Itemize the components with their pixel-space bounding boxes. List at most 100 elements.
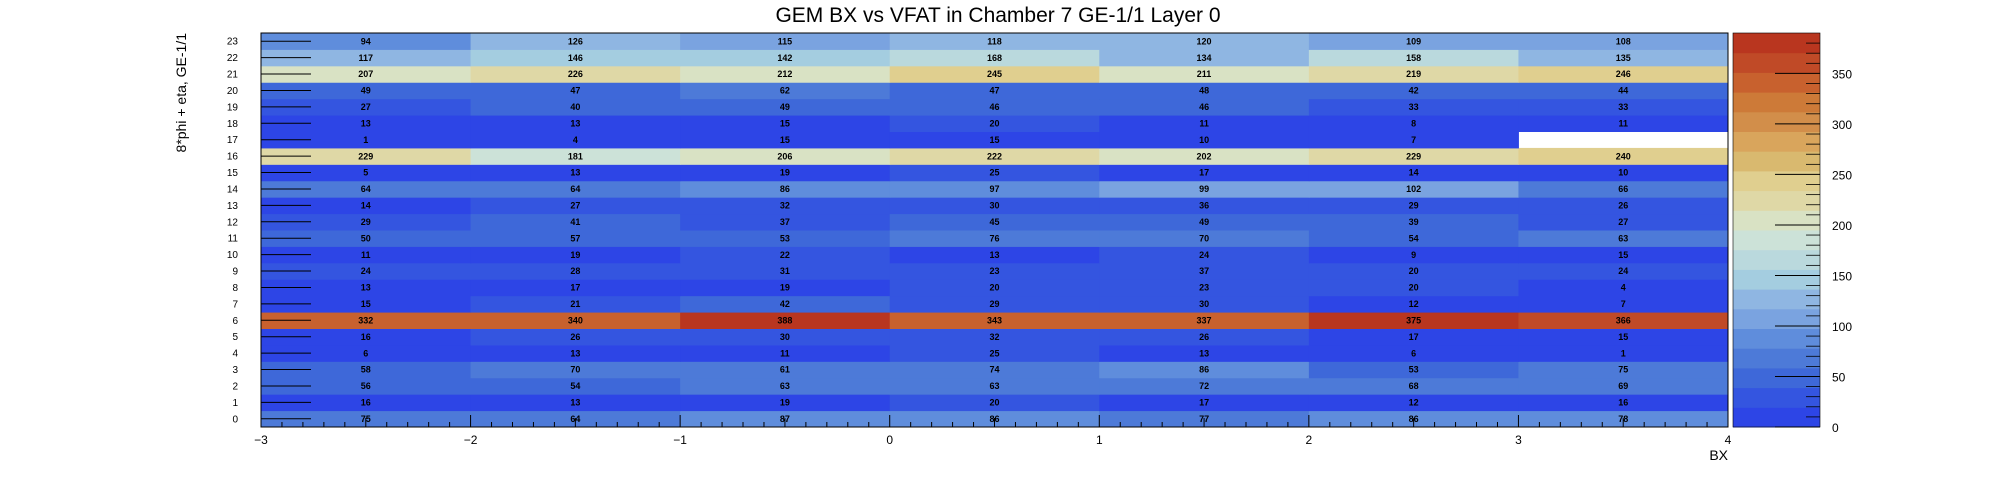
heatmap-cell xyxy=(261,49,472,67)
cell-value-label: 94 xyxy=(361,36,371,46)
heatmap-cell xyxy=(1099,361,1310,379)
heatmap-cell xyxy=(1099,394,1310,412)
heatmap-cell xyxy=(470,147,681,165)
cell-value-label: 1 xyxy=(363,135,368,145)
cell-value-label: 33 xyxy=(1409,102,1419,112)
heatmap-cell xyxy=(1308,361,1519,379)
cell-value-label: 69 xyxy=(1618,381,1628,391)
heatmap-cell xyxy=(1099,147,1310,165)
heatmap-cell xyxy=(889,246,1100,264)
heatmap-cell xyxy=(889,312,1100,329)
heatmap-cell xyxy=(1308,377,1519,395)
heatmap-cell xyxy=(1518,180,1729,198)
cell-value-label: 99 xyxy=(1199,184,1209,194)
y-tick-label: 8 xyxy=(232,283,238,294)
heatmap-cell xyxy=(470,377,681,395)
cell-value-label: 29 xyxy=(361,217,371,227)
y-tick-label: 9 xyxy=(232,267,238,278)
heatmap-cell xyxy=(1518,33,1729,50)
x-tick-label: −1 xyxy=(673,433,687,447)
heatmap-cell xyxy=(889,295,1100,313)
colorbar-segment xyxy=(1733,170,1820,192)
cell-value-label: 15 xyxy=(1618,332,1628,342)
y-tick-label: 15 xyxy=(227,168,239,179)
cell-value-label: 64 xyxy=(361,184,371,194)
colorbar-segment xyxy=(1733,348,1820,369)
cell-value-label: 13 xyxy=(570,118,580,128)
cell-value-label: 146 xyxy=(568,53,583,63)
heatmap-cell xyxy=(261,328,472,346)
cell-value-label: 37 xyxy=(780,217,790,227)
heatmap-cell xyxy=(470,246,681,264)
heatmap-cell xyxy=(261,197,472,215)
cell-value-label: 30 xyxy=(989,201,999,211)
cell-value-label: 5 xyxy=(363,168,368,178)
cell-value-label: 6 xyxy=(363,348,368,358)
cell-value-label: 26 xyxy=(1199,332,1209,342)
colorbar-segment xyxy=(1733,249,1820,270)
cell-value-label: 46 xyxy=(1199,102,1209,112)
heatmap-cell xyxy=(1518,98,1729,116)
cell-value-label: 226 xyxy=(568,69,583,79)
heatmap-cell xyxy=(680,394,891,412)
heatmap-cell xyxy=(1099,115,1310,132)
cell-value-label: 20 xyxy=(989,283,999,293)
cell-value-label: 229 xyxy=(358,151,373,161)
cell-value-label: 26 xyxy=(1618,201,1628,211)
x-tick-label: 3 xyxy=(1515,433,1522,447)
y-tick-label: 16 xyxy=(227,152,239,163)
cell-value-label: 47 xyxy=(570,86,580,96)
cell-value-label: 33 xyxy=(1618,102,1628,112)
heatmap-cell xyxy=(680,262,891,280)
colorbar-tick-label: 50 xyxy=(1832,370,1846,384)
cell-value-label: 20 xyxy=(989,398,999,408)
cell-value-label: 46 xyxy=(989,102,999,112)
cell-value-label: 14 xyxy=(1409,168,1419,178)
heatmap-cell xyxy=(261,98,472,116)
x-tick-label: −2 xyxy=(464,433,478,447)
cell-value-label: 219 xyxy=(1406,69,1421,79)
heatmap-cell xyxy=(1518,262,1729,280)
cell-value-label: 9 xyxy=(1411,250,1416,260)
heatmap-cell xyxy=(1518,164,1729,182)
heatmap-cell xyxy=(889,262,1100,280)
heatmap-cell xyxy=(261,279,472,297)
cell-value-label: 53 xyxy=(1409,365,1419,375)
heatmap-cell xyxy=(470,65,681,83)
heatmap-cell xyxy=(889,131,1100,149)
y-tick-label: 14 xyxy=(227,184,239,195)
cell-value-label: 15 xyxy=(361,299,371,309)
cell-value-label: 13 xyxy=(570,398,580,408)
cell-value-label: 23 xyxy=(989,266,999,276)
heatmap-cell xyxy=(1308,164,1519,182)
cell-value-label: 54 xyxy=(1409,233,1419,243)
heatmap-cell xyxy=(1308,115,1519,132)
heatmap-cell xyxy=(1518,147,1729,165)
x-tick-label: 4 xyxy=(1725,433,1732,447)
heatmap-cell xyxy=(1099,262,1310,280)
heatmap-cell xyxy=(1308,49,1519,67)
heatmap-cell xyxy=(1308,131,1519,149)
heatmap-cell xyxy=(261,115,472,132)
heatmap-cell xyxy=(889,230,1100,247)
cell-value-label: 64 xyxy=(570,184,580,194)
cell-value-label: 11 xyxy=(1618,118,1628,128)
heatmap-cell xyxy=(1518,230,1729,247)
cell-value-label: 19 xyxy=(780,168,790,178)
heatmap-cell xyxy=(889,213,1100,231)
heatmap-cell xyxy=(1518,312,1729,329)
cell-value-label: 135 xyxy=(1616,53,1631,63)
cell-value-label: 74 xyxy=(989,365,999,375)
colorbar-segment xyxy=(1733,328,1820,349)
cell-value-label: 388 xyxy=(777,315,792,325)
heatmap-cell xyxy=(1099,377,1310,395)
cell-value-label: 126 xyxy=(568,36,583,46)
cell-value-label: 70 xyxy=(570,365,580,375)
cell-value-label: 15 xyxy=(780,118,790,128)
cell-value-label: 11 xyxy=(1199,118,1209,128)
cell-value-label: 68 xyxy=(1409,381,1419,391)
heatmap-cell xyxy=(1099,82,1310,100)
cell-value-label: 50 xyxy=(361,233,371,243)
cell-value-label: 12 xyxy=(1409,299,1419,309)
cell-value-label: 86 xyxy=(780,184,790,194)
